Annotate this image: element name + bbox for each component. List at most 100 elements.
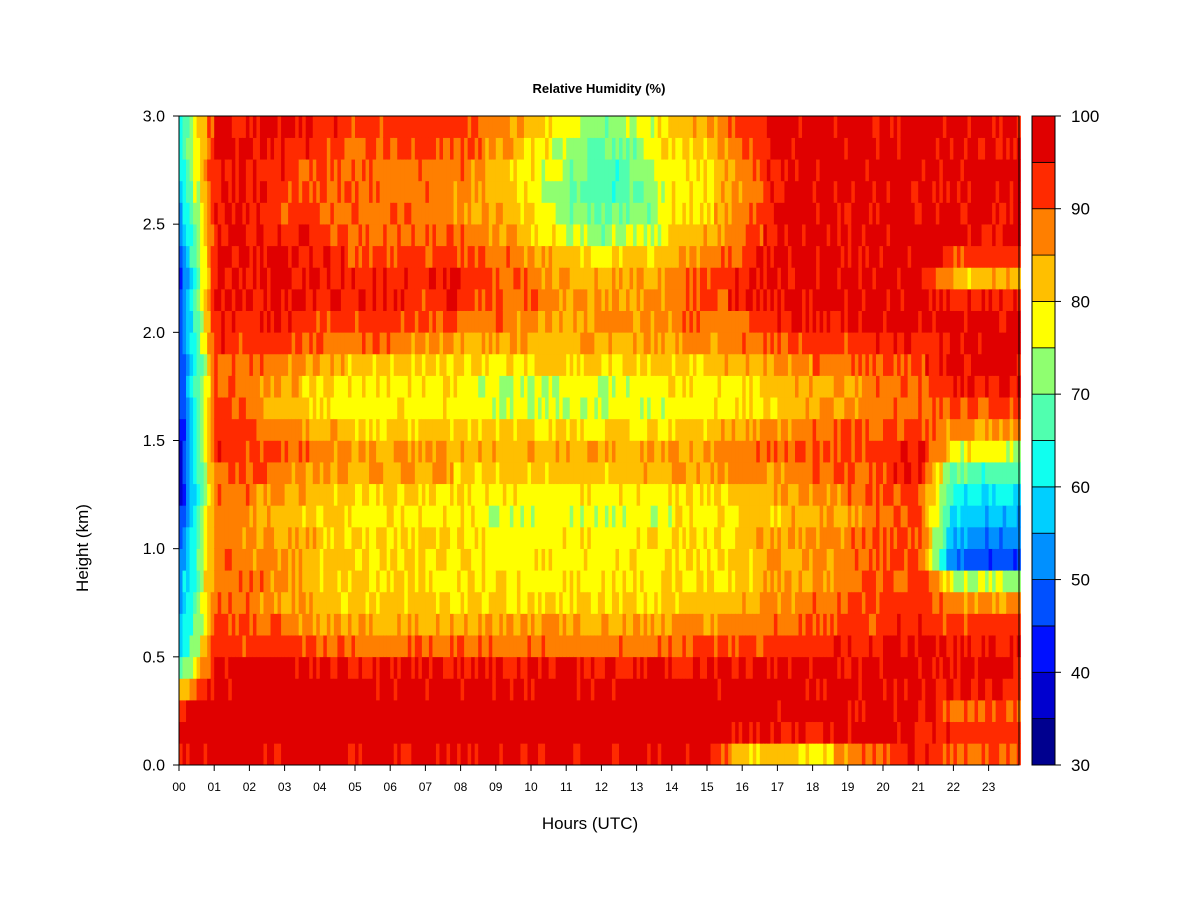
heatmap-cell: [425, 548, 430, 571]
heatmap-cell: [217, 202, 222, 225]
heatmap-cell: [523, 483, 529, 506]
heatmap-cell: [685, 505, 690, 528]
heatmap-cell: [583, 223, 588, 247]
heatmap-cell: [326, 332, 331, 355]
heatmap-cell: [186, 267, 191, 290]
heatmap-cell: [379, 288, 384, 311]
heatmap-cell: [446, 137, 451, 160]
heatmap-cell: [615, 699, 620, 723]
heatmap-cell: [538, 678, 543, 701]
heatmap-cell: [633, 375, 638, 398]
heatmap-cell: [636, 591, 641, 614]
heatmap-cell: [597, 570, 602, 593]
heatmap-cell: [495, 288, 500, 311]
heatmap-cell: [464, 570, 469, 593]
heatmap-cell: [245, 137, 250, 160]
heatmap-cell: [633, 310, 638, 333]
heatmap-cell: [347, 180, 353, 203]
heatmap-cell: [756, 591, 761, 614]
heatmap-cell: [689, 634, 694, 658]
heatmap-cell: [200, 288, 205, 311]
heatmap-cell: [619, 656, 624, 679]
heatmap-cell: [203, 245, 208, 268]
heatmap-cell: [696, 310, 701, 333]
heatmap-cell: [330, 375, 335, 398]
heatmap-cell: [333, 202, 338, 225]
heatmap-cell: [439, 310, 444, 333]
heatmap-cell: [583, 137, 588, 160]
heatmap-cell: [597, 613, 602, 636]
heatmap-cell: [263, 743, 268, 766]
heatmap-cell: [527, 267, 532, 290]
heatmap-cell: [474, 353, 479, 376]
heatmap-cell: [316, 180, 321, 203]
heatmap-cell: [330, 180, 335, 203]
heatmap-cell: [471, 548, 476, 571]
heatmap-cell: [752, 288, 757, 311]
heatmap-cell: [256, 332, 261, 355]
heatmap-cell: [207, 634, 212, 658]
heatmap-cell: [372, 267, 377, 290]
heatmap-cell: [569, 310, 574, 333]
heatmap-cell: [513, 223, 518, 247]
heatmap-cell: [485, 332, 490, 355]
heatmap-cell: [590, 461, 595, 485]
heatmap-cell: [245, 180, 250, 203]
heatmap-cell: [710, 634, 715, 658]
heatmap-cell: [685, 245, 690, 268]
heatmap-cell: [411, 245, 416, 268]
heatmap-cell: [305, 158, 310, 182]
heatmap-cell: [439, 548, 444, 571]
heatmap-cell: [534, 375, 539, 398]
heatmap-cell: [520, 721, 525, 744]
heatmap-cell: [492, 505, 497, 528]
heatmap-cell: [323, 634, 328, 658]
heatmap-cell: [538, 634, 543, 658]
heatmap-cell: [295, 202, 300, 225]
heatmap-cell: [678, 180, 683, 203]
heatmap-cell: [485, 678, 490, 701]
heatmap-cell: [235, 483, 240, 506]
heatmap-cell: [523, 591, 529, 614]
heatmap-cell: [450, 245, 455, 268]
heatmap-cell: [531, 332, 536, 355]
heatmap-cell: [675, 202, 680, 225]
heatmap-cell: [330, 461, 335, 485]
heatmap-cell: [379, 634, 384, 658]
heatmap-cell: [671, 591, 676, 614]
heatmap-cell: [214, 505, 219, 528]
heatmap-cell: [692, 137, 698, 160]
heatmap-cell: [259, 656, 265, 679]
heatmap-cell: [604, 656, 610, 679]
heatmap-cell: [435, 461, 441, 485]
heatmap-cell: [513, 505, 518, 528]
heatmap-cell: [298, 332, 303, 355]
heatmap-cell: [756, 526, 761, 549]
heatmap-cell: [383, 180, 388, 203]
heatmap-cell: [647, 180, 652, 203]
heatmap-cell: [291, 332, 296, 355]
heatmap-cell: [583, 396, 588, 420]
heatmap-cell: [221, 418, 226, 441]
heatmap-cell: [411, 656, 416, 679]
heatmap-cell: [302, 743, 307, 766]
heatmap-cell: [214, 483, 219, 506]
heatmap-cell: [316, 656, 321, 679]
heatmap-cell: [626, 115, 631, 138]
heatmap-cell: [495, 613, 500, 636]
heatmap-cell: [721, 699, 726, 723]
heatmap-cell: [316, 461, 321, 485]
heatmap-cell: [738, 634, 743, 658]
heatmap-cell: [179, 180, 184, 203]
heatmap-cell: [189, 570, 194, 593]
heatmap-cell: [326, 223, 331, 247]
heatmap-cell: [615, 570, 620, 593]
heatmap-cell: [414, 591, 419, 614]
heatmap-cell: [305, 505, 310, 528]
heatmap-cell: [724, 678, 729, 701]
heatmap-cell: [189, 440, 194, 463]
heatmap-cell: [696, 483, 701, 506]
heatmap-cell: [604, 202, 610, 225]
heatmap-cell: [312, 505, 317, 528]
heatmap-cell: [425, 245, 430, 268]
